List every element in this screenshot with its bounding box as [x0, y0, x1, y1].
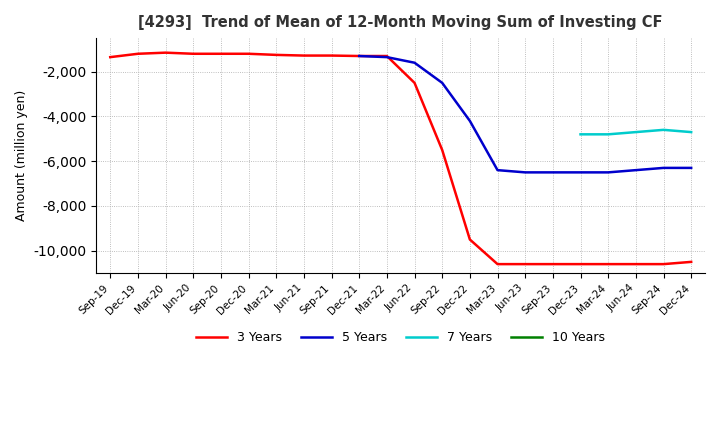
5 Years: [355, 53, 364, 59]
7 Years: [660, 127, 668, 132]
3 Years: [466, 237, 474, 242]
5 Years: [576, 170, 585, 175]
3 Years: [687, 259, 696, 264]
5 Years: [549, 170, 557, 175]
3 Years: [493, 261, 502, 267]
5 Years: [466, 118, 474, 124]
3 Years: [631, 261, 640, 267]
3 Years: [134, 51, 143, 56]
7 Years: [604, 132, 613, 137]
3 Years: [576, 261, 585, 267]
5 Years: [687, 165, 696, 171]
5 Years: [438, 80, 446, 85]
3 Years: [300, 53, 308, 58]
3 Years: [410, 80, 419, 85]
3 Years: [438, 147, 446, 153]
3 Years: [189, 51, 197, 56]
5 Years: [631, 168, 640, 173]
5 Years: [410, 60, 419, 66]
3 Years: [549, 261, 557, 267]
Title: [4293]  Trend of Mean of 12-Month Moving Sum of Investing CF: [4293] Trend of Mean of 12-Month Moving …: [138, 15, 663, 30]
Line: 3 Years: 3 Years: [110, 53, 691, 264]
Y-axis label: Amount (million yen): Amount (million yen): [15, 90, 28, 221]
3 Years: [272, 52, 281, 58]
5 Years: [521, 170, 529, 175]
7 Years: [687, 129, 696, 135]
3 Years: [244, 51, 253, 56]
5 Years: [604, 170, 613, 175]
Line: 5 Years: 5 Years: [359, 56, 691, 172]
3 Years: [660, 261, 668, 267]
5 Years: [382, 55, 391, 60]
3 Years: [161, 50, 170, 55]
3 Years: [604, 261, 613, 267]
3 Years: [217, 51, 225, 56]
3 Years: [382, 53, 391, 59]
5 Years: [493, 168, 502, 173]
3 Years: [521, 261, 529, 267]
3 Years: [106, 55, 114, 60]
Line: 7 Years: 7 Years: [580, 130, 691, 134]
5 Years: [660, 165, 668, 171]
Legend: 3 Years, 5 Years, 7 Years, 10 Years: 3 Years, 5 Years, 7 Years, 10 Years: [191, 326, 611, 349]
3 Years: [327, 53, 336, 58]
7 Years: [576, 132, 585, 137]
7 Years: [631, 129, 640, 135]
3 Years: [355, 53, 364, 59]
